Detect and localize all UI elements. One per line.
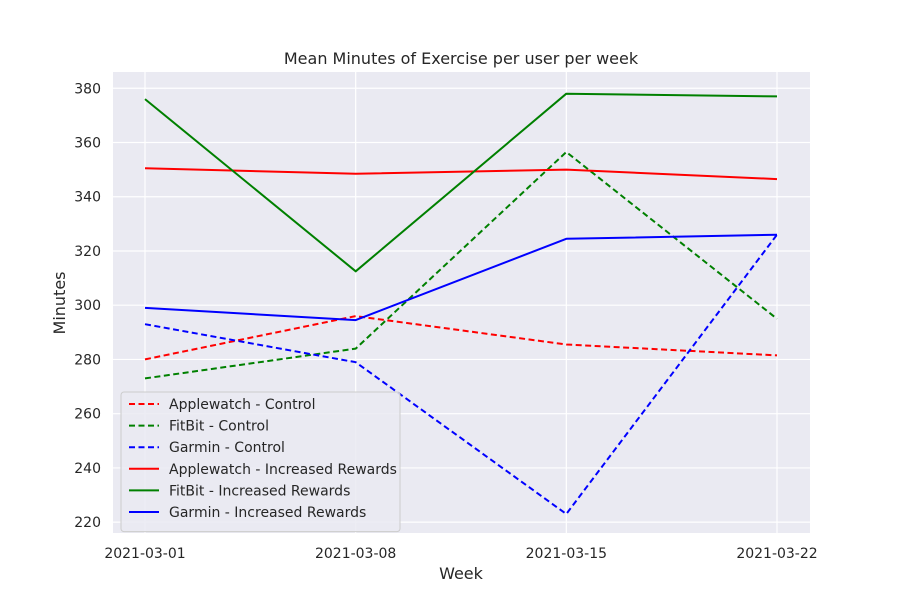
legend-label: Applewatch - Increased Rewards: [169, 462, 397, 478]
chart-title: Mean Minutes of Exercise per user per we…: [284, 49, 639, 68]
series-lines: [144, 92, 778, 515]
legend-label: Garmin - Increased Rewards: [169, 505, 366, 521]
x-tick-label: 2021-03-08: [315, 546, 396, 562]
y-tick-label: 380: [74, 81, 101, 97]
series-line-garmin-increased-rewards: [144, 233, 778, 322]
series-line-garmin-control: [144, 234, 778, 515]
series-line-fitbit-increased-rewards: [144, 92, 778, 273]
legend-label: Garmin - Control: [169, 440, 285, 456]
legend-label: FitBit - Increased Rewards: [169, 483, 350, 499]
x-tick-label: 2021-03-15: [526, 546, 607, 562]
y-tick-label: 300: [74, 298, 101, 314]
y-tick-label: 240: [74, 461, 101, 477]
legend-box: [120, 391, 401, 533]
y-tick-label: 280: [74, 352, 101, 368]
legend: Applewatch - Control FitBit - Control Garm…: [120, 391, 401, 533]
y-tick-label: 360: [74, 136, 101, 152]
x-tick-label: 2021-03-22: [736, 546, 817, 562]
series-line-applewatch-increased-rewards: [144, 167, 778, 181]
y-tick-label: 220: [74, 515, 101, 531]
legend-label: FitBit - Control: [169, 419, 269, 435]
series-line-fitbit-control: [144, 151, 778, 380]
y-tick-label: 260: [74, 407, 101, 423]
legend-label: Applewatch - Control: [169, 397, 316, 413]
x-axis-label: Week: [439, 564, 484, 583]
series-line-applewatch-control: [144, 315, 778, 361]
y-tick-label: 320: [74, 244, 101, 260]
axis-ticks: 220 240 260 280 300 320 340 360 380 2021-03-01 202…: [74, 81, 817, 562]
y-tick-label: 340: [74, 190, 101, 206]
x-tick-label: 2021-03-01: [104, 546, 185, 562]
y-axis-label: Minutes: [50, 272, 69, 335]
